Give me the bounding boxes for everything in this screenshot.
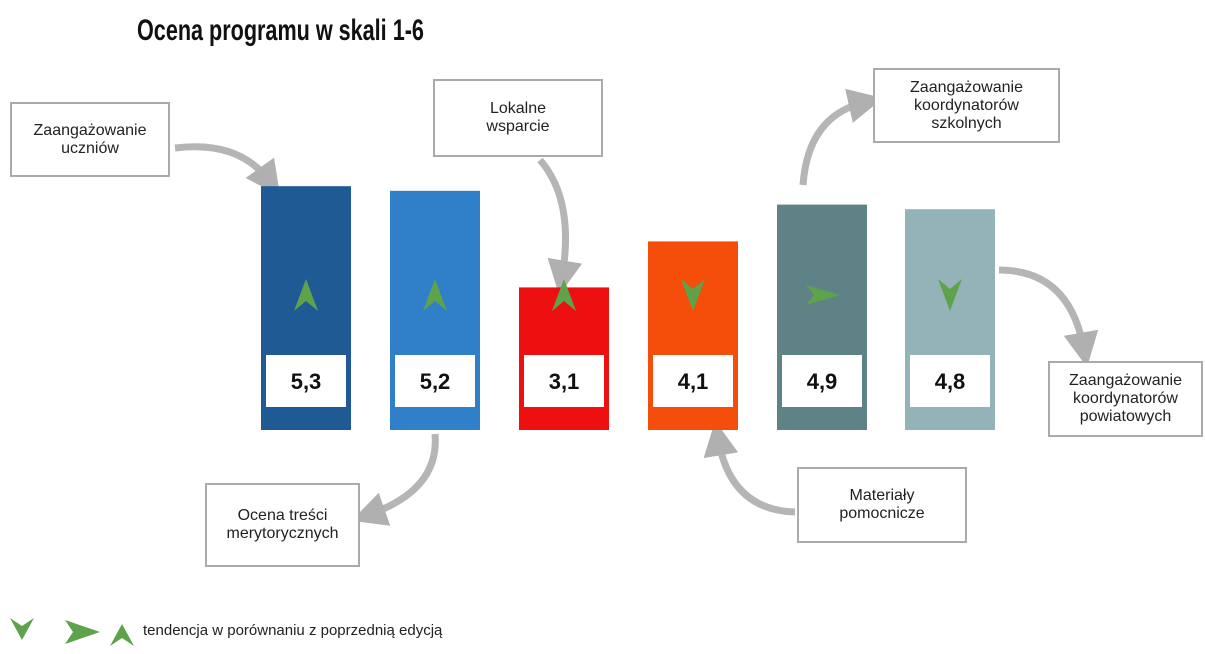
- value-box: [524, 355, 604, 407]
- category-label: Zaangażowanie koordynatorów szkolnych: [910, 78, 1023, 132]
- category-callout: Zaangażowanie uczniów: [10, 102, 170, 177]
- category-label: Materiały pomocnicze: [839, 487, 925, 522]
- trend-arrow: [423, 279, 447, 311]
- trend-arrow: [806, 285, 840, 305]
- trend-arrow: [294, 279, 318, 311]
- value-label: 4,8: [935, 369, 966, 394]
- value-label: 4,9: [807, 369, 838, 394]
- value-box: [782, 355, 862, 407]
- legend-text: tendencja w porównaniu z poprzednią edyc…: [143, 622, 443, 639]
- category-callout: Ocena treści merytorycznych: [205, 483, 360, 567]
- trend-arrow: [681, 279, 705, 311]
- category-callout: Lokalne wsparcie: [433, 79, 603, 157]
- value-box: [910, 355, 990, 407]
- value-box: [395, 355, 475, 407]
- value-label: 4,1: [678, 369, 709, 394]
- trend-arrow: [938, 279, 962, 311]
- category-callout: Materiały pomocnicze: [797, 467, 967, 543]
- category-label: Ocena treści merytorycznych: [226, 507, 339, 542]
- chart-title: Ocena programu w skali 1-6: [137, 14, 424, 47]
- value-label: 5,2: [420, 369, 451, 394]
- connectors: [174, 88, 1099, 526]
- legend-icons: [10, 618, 134, 646]
- value-box: [653, 355, 733, 407]
- value-box: [266, 355, 346, 407]
- category-label: Zaangażowanie uczniów: [33, 121, 147, 157]
- value-label: 3,1: [549, 369, 580, 394]
- category-label: Lokalne wsparcie: [486, 100, 550, 135]
- category-callout: Zaangażowanie koordynatorów szkolnych: [873, 68, 1060, 143]
- value-label: 5,3: [291, 369, 322, 394]
- category-label: Zaangażowanie koordynatorów powiatowych: [1069, 372, 1182, 425]
- category-callout: Zaangażowanie koordynatorów powiatowych: [1048, 361, 1203, 437]
- trend-arrow: [552, 279, 576, 311]
